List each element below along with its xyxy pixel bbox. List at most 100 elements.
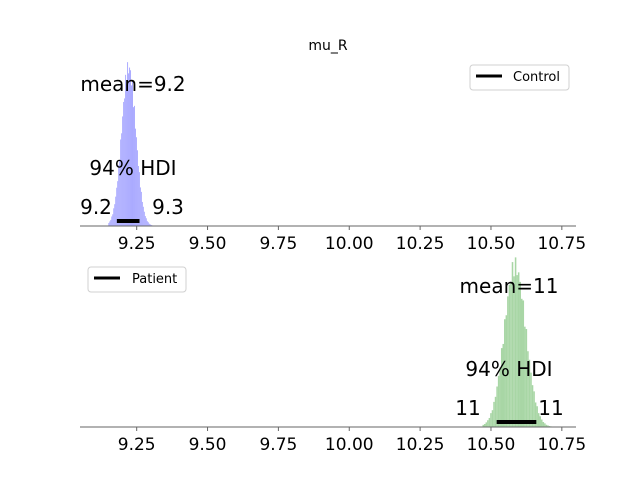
control-histogram-bar (125, 74, 127, 226)
control-x-ticks: 9.25 9.50 9.75 10.00 10.25 10.50 10.75 (118, 226, 586, 254)
figure-title: mu_R (308, 38, 348, 54)
control-histogram-bar (128, 73, 130, 226)
control-histogram-bar (132, 107, 134, 226)
patient-histogram-bar (527, 351, 529, 427)
control-histogram-bar (129, 67, 131, 226)
patient-histogram-bar (490, 413, 492, 427)
control-histogram-bar (130, 70, 132, 226)
control-histogram-bar (112, 214, 114, 226)
control-histogram-bar (118, 164, 120, 226)
control-x-tick-label: 10.75 (537, 234, 586, 254)
patient-histogram-bar (520, 298, 523, 427)
control-hdi-low-label: 9.2 (80, 195, 112, 219)
patient-histogram-bar (541, 419, 543, 427)
patient-histogram-bar (500, 348, 503, 427)
control-histogram-bar (123, 101, 125, 226)
control-histogram-bar (121, 133, 123, 226)
patient-histogram-bar (502, 343, 505, 427)
control-legend: Control (469, 64, 570, 91)
control-histogram-bar (136, 150, 138, 226)
control-x-tick-label: 9.50 (189, 234, 227, 254)
control-histogram-bar (111, 216, 113, 226)
control-histogram-bar (119, 160, 121, 226)
control-legend-label: Control (513, 70, 560, 85)
patient-x-tick-label: 10.00 (325, 435, 374, 455)
patient-histogram-bar (536, 406, 538, 427)
patient-legend: Patient (87, 266, 187, 293)
control-histogram-bar (145, 218, 147, 226)
patient-histogram-bar (511, 262, 514, 427)
control-histogram-bar (113, 208, 115, 226)
patient-histogram-bar (494, 396, 497, 427)
control-histogram-bar (124, 98, 126, 226)
control-histogram-bar (116, 187, 118, 226)
patient-x-tick-label: 9.25 (118, 435, 156, 455)
control-x-tick-label: 10.00 (325, 234, 374, 254)
patient-histogram-bar (499, 367, 501, 427)
patient-histogram-bar (539, 416, 542, 427)
patient-legend-label: Patient (132, 272, 177, 287)
patient-hdi-low-label: 11 (455, 396, 480, 420)
patient-histogram-bar (522, 300, 525, 427)
patient-histogram-bar (482, 424, 485, 427)
patient-histogram-bar (514, 257, 517, 427)
control-histogram-bar (144, 216, 146, 226)
patient-histogram-bar (524, 326, 526, 427)
control-histogram-bar (134, 128, 136, 226)
control-histogram-bar (140, 191, 142, 226)
patient-histogram-bar (519, 281, 521, 427)
control-histogram-bar (142, 206, 144, 226)
control-histogram-bar (148, 223, 150, 226)
patient-histogram-bar (516, 275, 518, 427)
patient-x-tick-label: 10.50 (467, 435, 516, 455)
patient-histogram-bar (517, 272, 520, 427)
patient-histogram-bar (544, 423, 546, 427)
control-histogram-bar (126, 84, 128, 227)
patient-x-tick-label: 10.25 (396, 435, 445, 455)
control-histogram-bar (114, 204, 116, 226)
control-histogram-bar (131, 85, 133, 226)
patient-histogram-bar (491, 410, 494, 427)
control-histogram-bar (127, 62, 129, 227)
patient-histogram-bar (504, 319, 506, 427)
control-histogram (108, 62, 154, 227)
control-histogram-bar (141, 201, 143, 226)
control-panel: 9.25 9.50 9.75 10.00 10.25 10.50 10.75 mean=9.… (80, 62, 586, 254)
patient-histogram-bar (505, 315, 508, 427)
control-histogram-bar (149, 224, 151, 226)
patient-x-tick-label: 9.75 (259, 435, 297, 455)
patient-histogram-bar (547, 425, 549, 427)
control-mean-label: mean=9.2 (80, 72, 185, 96)
control-x-tick-label: 10.50 (467, 234, 516, 254)
patient-panel: 9.25 9.50 9.75 10.00 10.25 10.50 10.75 mean=11… (80, 257, 586, 455)
patient-histogram-bar (542, 421, 545, 427)
patient-histogram-bar (531, 385, 534, 427)
patient-histogram-bar (533, 391, 535, 427)
patient-histogram-bar (507, 296, 509, 427)
control-histogram-bar (133, 105, 135, 226)
patient-histogram-bar (513, 276, 515, 427)
patient-histogram-bar (488, 417, 491, 427)
control-x-tick-label: 9.25 (118, 234, 156, 254)
patient-histogram-bar (534, 402, 537, 427)
control-histogram-bar (147, 222, 149, 226)
patient-hdi-high-label: 11 (538, 396, 563, 420)
patient-mean-label: mean=11 (460, 274, 559, 298)
patient-x-tick-label: 9.50 (189, 435, 227, 455)
patient-histogram-bar (537, 413, 540, 427)
patient-histogram-bar (508, 284, 511, 427)
control-histogram-bar (120, 139, 122, 226)
control-histogram-bar (146, 221, 148, 226)
control-histogram-bar (117, 181, 119, 226)
patient-histogram-bar (545, 424, 548, 427)
patient-histogram (482, 257, 554, 427)
control-hdi-high-label: 9.3 (152, 195, 184, 219)
control-histogram-bar (122, 116, 124, 226)
patient-histogram-bar (528, 359, 531, 427)
patient-histogram-bar (525, 329, 528, 427)
control-histogram-bar (137, 165, 139, 226)
control-histogram-bar (108, 222, 110, 226)
patient-hdi-title: 94% HDI (465, 357, 552, 381)
control-histogram-bar (139, 187, 141, 226)
